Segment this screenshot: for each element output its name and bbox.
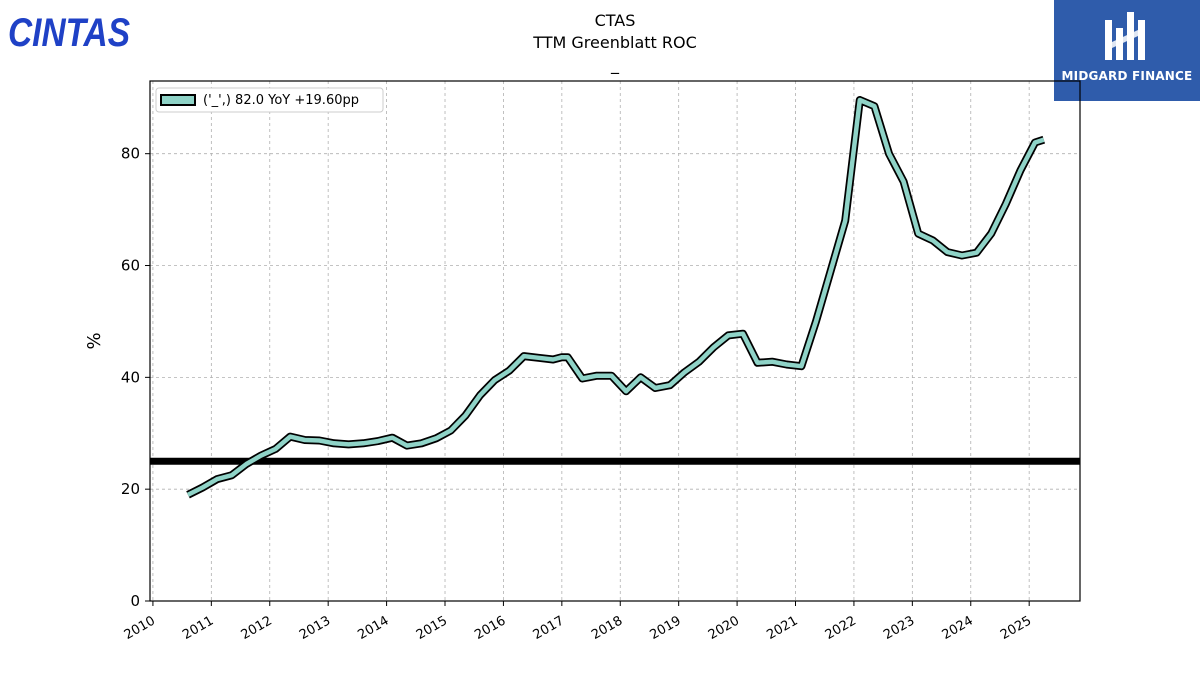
grid-lines — [150, 81, 1080, 601]
legend-box — [155, 87, 384, 113]
y-axis-label: % — [84, 332, 105, 349]
x-tick-label: 2014 — [355, 613, 391, 643]
x-tick-label: 2022 — [823, 613, 859, 643]
midgard-finance-text: MIDGARD FINANCE — [1061, 69, 1193, 83]
legend: ('_',) 82.0 YoY +19.60pp — [155, 87, 384, 113]
x-tick-label: 2015 — [414, 613, 450, 643]
x-tick-label: 2023 — [881, 613, 917, 643]
y-tick-label: 0 — [130, 592, 140, 610]
x-tick-label: 2020 — [706, 613, 742, 643]
legend-swatch — [160, 94, 196, 106]
x-tick-label: 2024 — [940, 613, 976, 643]
y-axis: 0 20 40 60 80 — [121, 145, 150, 610]
cintas-logo-text: CINTAS — [8, 11, 130, 52]
x-tick-label: 2019 — [648, 613, 684, 643]
x-tick-label: 2011 — [180, 613, 216, 643]
series-group — [186, 96, 1046, 499]
y-tick-label: 80 — [121, 145, 140, 163]
x-tick-label: 2013 — [297, 613, 333, 643]
y-tick-label: 20 — [121, 480, 140, 498]
x-tick-label: 2017 — [531, 613, 567, 643]
x-tick-label: 2018 — [589, 613, 625, 643]
midgard-mark-icon — [1105, 12, 1145, 60]
series-line-outline — [186, 96, 1046, 499]
x-tick-label: 2012 — [239, 613, 275, 643]
series-line — [186, 97, 1045, 497]
legend-label: ('_',) 82.0 YoY +19.60pp — [203, 93, 359, 108]
x-tick-label: 2010 — [122, 613, 158, 643]
x-tick-label: 2025 — [998, 613, 1034, 643]
y-tick-label: 40 — [121, 368, 140, 386]
chart-subtitle: TTM Greenblatt ROC — [532, 33, 697, 52]
x-tick-label: 2021 — [764, 613, 800, 643]
y-tick-label: 60 — [121, 257, 140, 275]
chart-title: CTAS — [595, 11, 636, 30]
midgard-finance-logo: MIDGARD FINANCE — [1054, 0, 1200, 101]
x-axis: 2010 2011 2012 2013 2014 2015 2016 2017 2018 2019… — [122, 601, 1034, 643]
cintas-logo: CINTAS — [8, 6, 132, 55]
plot-frame — [149, 80, 1081, 602]
x-tick-label: 2016 — [472, 613, 508, 643]
chart-subtitle-2: _ — [610, 55, 620, 75]
